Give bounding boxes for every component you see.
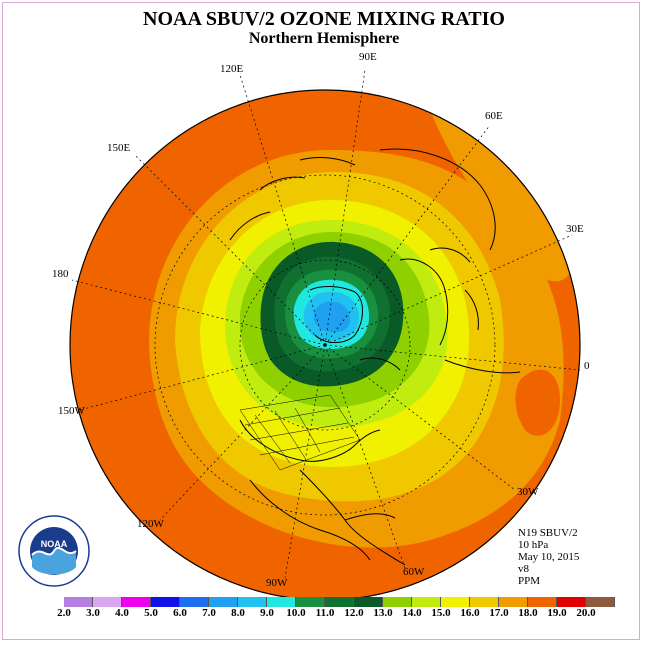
colorbar-tick-label: 2.0 <box>57 607 71 619</box>
graticule <box>71 69 581 579</box>
field-7 <box>313 301 350 333</box>
lon-label-90w: 90W <box>266 577 288 589</box>
info-satellite: N19 SBUV/2 <box>518 527 578 539</box>
map-subtitle: Northern Hemisphere <box>248 30 400 47</box>
colorbar-cell <box>325 597 354 607</box>
usa-grid <box>239 394 361 471</box>
lon-label-90e: 90E <box>359 51 377 63</box>
info-pressure: 10 hPa <box>518 539 549 551</box>
field-6b <box>515 369 560 436</box>
colorbar-tick-label: 14.0 <box>402 607 422 619</box>
colorbar-tick-label: 11.0 <box>315 607 335 619</box>
lon-label-180: 180 <box>52 268 69 280</box>
colorbar-cell <box>528 597 557 607</box>
info-block: N19 SBUV/2 10 hPa May 10, 2015 v8 PPM <box>518 527 579 587</box>
lon-label-60w: 60W <box>403 566 425 578</box>
colorbar-cell <box>557 597 586 607</box>
colorbar-tick-label: 4.0 <box>115 607 129 619</box>
colorbar-cell <box>122 597 151 607</box>
colorbar-cell <box>267 597 296 607</box>
colorbar-tick-label: 15.0 <box>431 607 451 619</box>
coastlines <box>229 148 521 566</box>
colorbar-tick-label: 16.0 <box>460 607 480 619</box>
colorbar-cell <box>412 597 441 607</box>
logo-text: NOAA <box>41 539 68 549</box>
lon-label-0: 0 <box>584 360 590 372</box>
colorbar-cell <box>586 597 615 607</box>
colorbar-tick-label: 3.0 <box>86 607 100 619</box>
colorbar-cell <box>354 597 383 607</box>
figure-frame <box>2 2 640 640</box>
colorbar-tick-label: 13.0 <box>373 607 393 619</box>
colorbar-tick-label: 9.0 <box>260 607 274 619</box>
lon-label-150e: 150E <box>107 142 131 154</box>
colorbar-tick-label: 8.0 <box>231 607 245 619</box>
map-title: NOAA SBUV/2 OZONE MIXING RATIO <box>143 8 505 30</box>
colorbar-cell <box>383 597 412 607</box>
colorbar-tick-label: 18.0 <box>518 607 538 619</box>
field-17b <box>420 90 576 282</box>
colorbar-tick-label: 7.0 <box>202 607 216 619</box>
lon-label-120w: 120W <box>137 518 164 530</box>
colorbar-tick-label: 6.0 <box>173 607 187 619</box>
colorbar-cell <box>151 597 180 607</box>
colorbar-tick-label: 17.0 <box>489 607 509 619</box>
info-date: May 10, 2015 <box>518 551 580 563</box>
colorbar-tick-label: 12.0 <box>344 607 364 619</box>
colorbar-cell <box>470 597 499 607</box>
lon-label-150w: 150W <box>58 405 85 417</box>
colorbar-tick-label: 20.0 <box>576 607 596 619</box>
colorbar-cell <box>209 597 238 607</box>
colorbar-cell <box>238 597 267 607</box>
lon-label-30e: 30E <box>566 223 584 235</box>
colorbar-cell <box>93 597 122 607</box>
lon-label-60e: 60E <box>485 110 503 122</box>
colorbar-tick-label: 19.0 <box>547 607 567 619</box>
colorbar-cell <box>180 597 209 607</box>
info-units: PPM <box>518 575 541 587</box>
colorbar-cell <box>296 597 325 607</box>
info-version: v8 <box>518 563 529 575</box>
noaa-logo: NOAA <box>18 515 90 587</box>
colorbar-cell <box>499 597 528 607</box>
lon-label-30w: 30W <box>517 486 539 498</box>
colorbar-tick-label: 10.0 <box>286 607 306 619</box>
colorbar <box>64 597 615 607</box>
colorbar-cell <box>441 597 470 607</box>
colorbar-labels: 2.0 3.0 4.0 5.0 6.0 7.0 8.0 9.0 10.0 11.0 12.0 13.0… <box>0 607 648 621</box>
lon-label-120e: 120E <box>220 63 244 75</box>
colorbar-cell <box>64 597 93 607</box>
colorbar-tick-label: 5.0 <box>144 607 158 619</box>
